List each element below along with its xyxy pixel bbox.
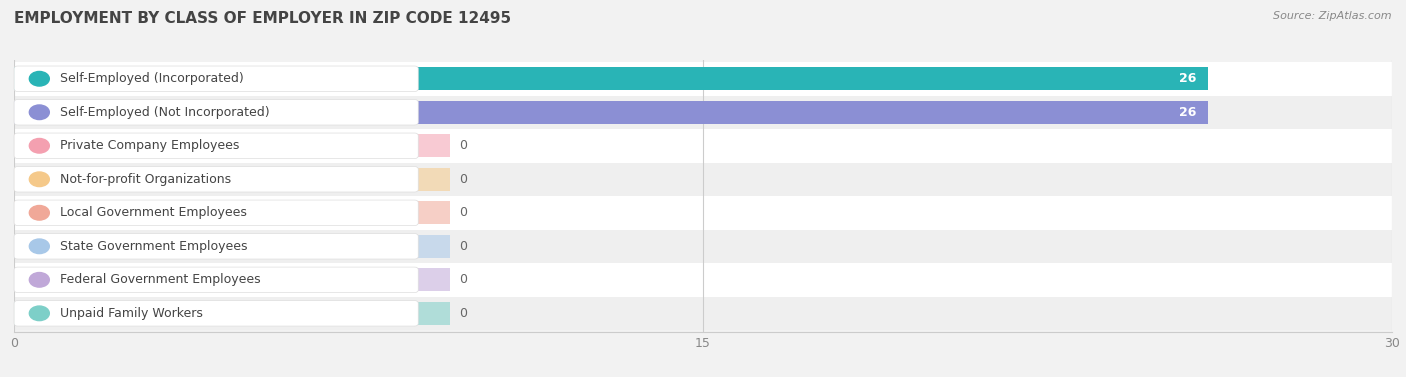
Text: 0: 0 xyxy=(460,273,468,286)
Bar xyxy=(14,201,450,224)
FancyBboxPatch shape xyxy=(14,196,1392,230)
Text: Not-for-profit Organizations: Not-for-profit Organizations xyxy=(60,173,231,186)
Text: EMPLOYMENT BY CLASS OF EMPLOYER IN ZIP CODE 12495: EMPLOYMENT BY CLASS OF EMPLOYER IN ZIP C… xyxy=(14,11,512,26)
Bar xyxy=(14,67,1208,90)
FancyBboxPatch shape xyxy=(14,230,1392,263)
Text: 26: 26 xyxy=(1180,72,1197,85)
Text: Self-Employed (Not Incorporated): Self-Employed (Not Incorporated) xyxy=(60,106,270,119)
Text: 0: 0 xyxy=(460,139,468,152)
Bar xyxy=(14,302,450,325)
FancyBboxPatch shape xyxy=(14,95,1392,129)
Text: State Government Employees: State Government Employees xyxy=(60,240,247,253)
FancyBboxPatch shape xyxy=(14,263,1392,297)
FancyBboxPatch shape xyxy=(14,62,1392,95)
Bar xyxy=(14,268,450,291)
FancyBboxPatch shape xyxy=(14,297,1392,330)
Circle shape xyxy=(30,239,49,254)
Bar xyxy=(14,101,1208,124)
FancyBboxPatch shape xyxy=(14,267,418,293)
FancyBboxPatch shape xyxy=(14,162,1392,196)
FancyBboxPatch shape xyxy=(14,234,418,259)
Text: Self-Employed (Incorporated): Self-Employed (Incorporated) xyxy=(60,72,243,85)
Text: 0: 0 xyxy=(460,240,468,253)
FancyBboxPatch shape xyxy=(14,300,418,326)
Text: Local Government Employees: Local Government Employees xyxy=(60,206,247,219)
Text: 0: 0 xyxy=(460,173,468,186)
FancyBboxPatch shape xyxy=(14,100,418,125)
FancyBboxPatch shape xyxy=(14,129,1392,162)
Circle shape xyxy=(30,273,49,287)
Bar xyxy=(14,235,450,258)
Circle shape xyxy=(30,138,49,153)
Text: Private Company Employees: Private Company Employees xyxy=(60,139,239,152)
Text: 26: 26 xyxy=(1180,106,1197,119)
FancyBboxPatch shape xyxy=(14,167,418,192)
FancyBboxPatch shape xyxy=(14,133,418,158)
Text: Unpaid Family Workers: Unpaid Family Workers xyxy=(60,307,202,320)
Circle shape xyxy=(30,172,49,187)
Circle shape xyxy=(30,306,49,320)
Circle shape xyxy=(30,205,49,220)
Circle shape xyxy=(30,105,49,120)
Text: 0: 0 xyxy=(460,206,468,219)
Bar xyxy=(14,134,450,157)
FancyBboxPatch shape xyxy=(14,200,418,225)
Text: Source: ZipAtlas.com: Source: ZipAtlas.com xyxy=(1274,11,1392,21)
Circle shape xyxy=(30,72,49,86)
Text: Federal Government Employees: Federal Government Employees xyxy=(60,273,260,286)
Text: 0: 0 xyxy=(460,307,468,320)
Bar xyxy=(14,168,450,191)
FancyBboxPatch shape xyxy=(14,66,418,92)
